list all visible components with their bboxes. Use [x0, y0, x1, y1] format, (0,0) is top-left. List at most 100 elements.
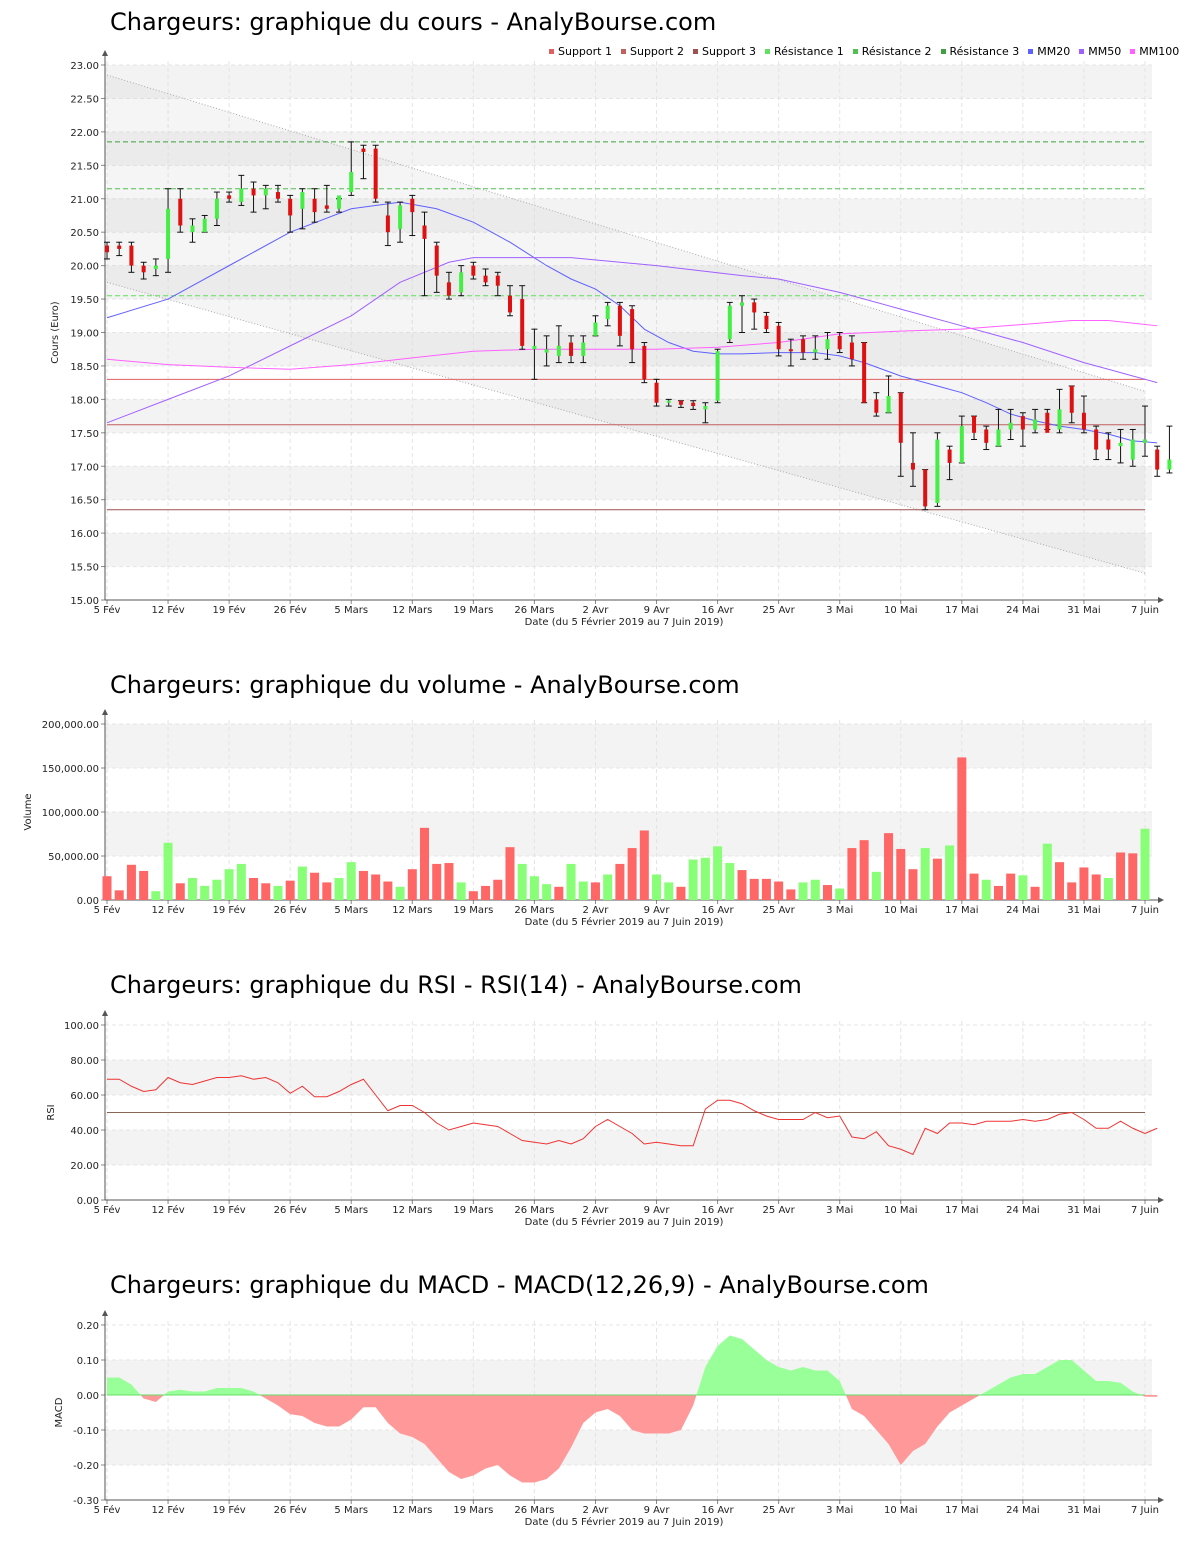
- volume-bar: [578, 881, 588, 900]
- y-tick-label: 40.00: [70, 1126, 99, 1137]
- candle: [274, 184, 281, 203]
- x-tick-label: 10 Mai: [884, 605, 917, 616]
- candle-body: [996, 429, 1001, 447]
- legend-label: MM100: [1139, 44, 1180, 58]
- grid-band: [105, 265, 1152, 300]
- volume-bar: [822, 885, 832, 900]
- candle: [1105, 432, 1112, 461]
- x-tick-label: 26 Fév: [274, 1204, 307, 1216]
- x-tick-label: 26 Fév: [274, 904, 307, 916]
- x-tick-label: 16 Avr: [701, 1205, 734, 1216]
- volume-bar: [383, 881, 393, 900]
- candle: [897, 392, 904, 477]
- legend-item: Résistance 1: [764, 44, 844, 58]
- x-tick-label: 12 Mars: [392, 605, 432, 616]
- candle-body: [593, 322, 598, 336]
- candle: [568, 335, 575, 364]
- candle: [433, 241, 440, 293]
- candle: [555, 325, 562, 364]
- x-tick-label: 17 Mai: [945, 605, 978, 616]
- x-axis-arrow: [1158, 597, 1164, 603]
- candle-body: [788, 349, 793, 352]
- x-tick-label: 9 Avr: [644, 1205, 671, 1216]
- x-tick-label: 16 Avr: [701, 905, 734, 916]
- volume-bar: [603, 874, 613, 900]
- candle-body: [105, 245, 109, 253]
- legend-swatch: [764, 48, 770, 54]
- candle-body: [373, 148, 378, 199]
- candle: [299, 188, 306, 230]
- x-tick-label: 25 Avr: [763, 1505, 796, 1516]
- volume-bar: [444, 863, 454, 900]
- x-tick-label: 12 Mars: [392, 905, 432, 916]
- candle-body: [288, 198, 293, 216]
- rsi-chart-panel: Chargeurs: graphique du RSI - RSI(14) - …: [0, 965, 1200, 1235]
- y-tick-label: 17.00: [70, 462, 99, 473]
- legend-item: Résistance 2: [852, 44, 932, 58]
- candle-body: [202, 218, 207, 233]
- candle-body: [1020, 416, 1025, 430]
- x-tick-label: 10 Mai: [884, 1205, 917, 1216]
- candle: [751, 298, 758, 330]
- y-tick-label: 50,000.00: [48, 852, 99, 863]
- candle: [519, 285, 526, 350]
- volume-bar: [1042, 843, 1052, 900]
- candle-body: [898, 392, 903, 443]
- x-tick-label: 17 Mai: [945, 1505, 978, 1516]
- x-tick-label: 7 Juin: [1131, 605, 1159, 616]
- volume-bar: [358, 870, 368, 900]
- y-tick-label: 18.50: [70, 362, 99, 373]
- x-tick-label: 9 Avr: [644, 905, 671, 916]
- x-tick-label: 12 Fév: [151, 904, 184, 916]
- candle: [763, 311, 770, 333]
- y-tick-label: 17.50: [70, 429, 99, 440]
- volume-bar: [786, 889, 796, 900]
- candle-body: [532, 345, 537, 350]
- candle-body: [727, 305, 732, 340]
- x-tick-label: 19 Fév: [213, 604, 246, 616]
- macd-positive-area: [163, 1388, 260, 1395]
- candle: [458, 265, 465, 297]
- x-tick-label: 7 Juin: [1131, 1505, 1159, 1516]
- rsi-chart: 0.00 20.00 40.00 60.00 80.00 100.00 5 Fév 12 Fé…: [46, 1010, 1164, 1228]
- grid-band: [105, 466, 1152, 500]
- legend-swatch: [1079, 48, 1085, 54]
- volume-bar: [932, 858, 942, 900]
- y-tick-label: 16.00: [70, 529, 99, 540]
- volume-bar: [590, 882, 600, 900]
- candle-body: [495, 275, 500, 286]
- grid-band: [105, 65, 1152, 99]
- candle: [873, 392, 880, 417]
- volume-bar: [334, 878, 344, 900]
- candle-body: [605, 305, 610, 320]
- candle: [726, 301, 733, 344]
- grid-band: [105, 1130, 1152, 1165]
- x-tick-label: 25 Avr: [763, 605, 796, 616]
- candle: [1129, 428, 1136, 467]
- y-tick-label: 21.50: [70, 161, 99, 172]
- x-tick-label: 31 Mai: [1067, 905, 1100, 916]
- y-tick-label: 20.50: [70, 228, 99, 239]
- candle: [506, 285, 513, 317]
- x-axis-label: Date (du 5 Février 2019 au 7 Juin 2019): [525, 916, 724, 928]
- candle: [824, 332, 831, 360]
- x-tick-label: 19 Mars: [453, 1505, 493, 1516]
- volume-bar: [151, 891, 161, 900]
- candle-body: [972, 416, 977, 433]
- volume-bar: [297, 866, 307, 900]
- candle: [861, 342, 868, 404]
- volume-bar: [285, 880, 295, 900]
- candle-body: [385, 215, 390, 233]
- candle-body: [740, 302, 745, 306]
- x-tick-label: 5 Mars: [334, 1205, 368, 1216]
- candle: [1007, 408, 1014, 440]
- candle: [177, 188, 184, 233]
- legend-item: MM50: [1079, 44, 1121, 58]
- candle-body: [434, 245, 439, 276]
- candle-body: [666, 400, 671, 403]
- legend-swatch: [1130, 48, 1136, 54]
- x-tick-label: 3 Mai: [826, 905, 853, 916]
- candle-body: [446, 282, 451, 296]
- candle: [397, 201, 404, 243]
- volume-bar: [224, 869, 234, 900]
